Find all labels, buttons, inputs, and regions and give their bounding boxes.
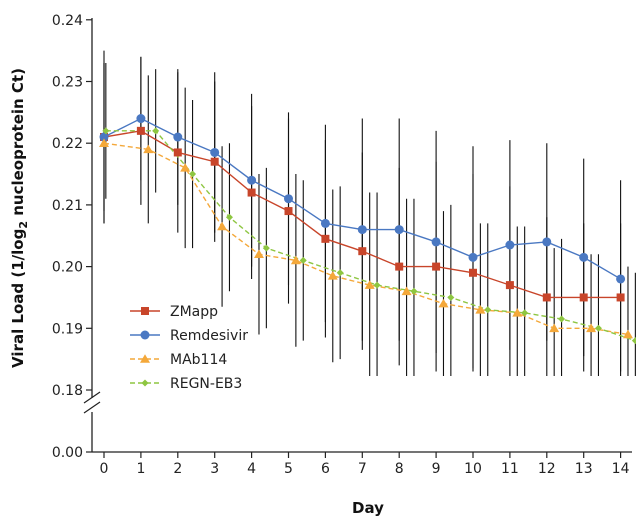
axis-break-mark <box>83 401 101 414</box>
data-point-regn-eb3 <box>410 287 418 295</box>
data-point-zmapp <box>136 126 145 135</box>
data-point-regn-eb3 <box>299 256 307 264</box>
x-tick-label: 13 <box>575 461 593 477</box>
data-point-remdesivir <box>394 225 404 235</box>
data-point-remdesivir <box>247 175 257 185</box>
data-point-remdesivir <box>320 218 330 228</box>
legend-label-zmapp: ZMapp <box>170 304 218 320</box>
y-tick-label: 0.19 <box>52 321 83 337</box>
x-axis-title: Day <box>352 499 384 517</box>
data-point-mab114 <box>327 271 338 280</box>
data-point-regn-eb3 <box>189 170 197 178</box>
data-point-mab114 <box>475 304 486 314</box>
data-point-zmapp <box>616 293 625 302</box>
x-tick-label: 4 <box>247 461 256 477</box>
legend-marker-regn-eb3 <box>141 379 149 387</box>
data-point-remdesivir <box>99 132 109 142</box>
legend-label-mab114: MAb114 <box>170 352 227 368</box>
x-tick-label: 10 <box>464 461 482 477</box>
data-point-regn-eb3 <box>447 293 455 301</box>
legend-marker-mab114 <box>140 354 150 363</box>
data-point-regn-eb3 <box>152 127 160 135</box>
x-tick-label: 11 <box>501 461 519 477</box>
data-point-zmapp <box>579 293 588 302</box>
data-point-remdesivir <box>505 240 515 250</box>
y-tick-label: 0.00 <box>52 445 83 461</box>
data-point-regn-eb3 <box>102 127 110 135</box>
x-tick-label: 3 <box>210 461 219 477</box>
axes: 0.000.180.190.200.210.220.230.240 1 2 3 4 5 6 7… <box>52 13 632 477</box>
data-point-remdesivir <box>173 132 183 142</box>
data-point-mab114 <box>143 144 154 154</box>
x-tick-label: 5 <box>284 461 293 477</box>
data-point-regn-eb3 <box>336 269 344 277</box>
legend-marker-remdesivir <box>140 330 150 340</box>
data-point-zmapp <box>505 281 514 290</box>
x-tick-label: 12 <box>538 461 556 477</box>
data-point-zmapp <box>173 148 182 157</box>
data-point-regn-eb3 <box>631 337 636 345</box>
data-point-remdesivir <box>431 237 441 247</box>
x-tick-label: 6 <box>321 461 330 477</box>
y-tick-label: 0.21 <box>52 198 83 214</box>
x-tick-label: 9 <box>432 461 441 477</box>
data-point-regn-eb3 <box>521 309 529 317</box>
data-point-zmapp <box>210 157 219 166</box>
data-point-remdesivir <box>579 252 589 262</box>
data-point-mab114 <box>512 308 523 317</box>
y-tick-label: 0.22 <box>52 136 83 152</box>
data-point-remdesivir <box>616 274 626 284</box>
data-point-mab114 <box>364 280 375 289</box>
data-point-remdesivir <box>210 147 220 157</box>
data-point-zmapp <box>284 207 293 216</box>
legend-label-regn-eb3: REGN-EB3 <box>170 376 242 392</box>
data-point-zmapp <box>432 262 441 271</box>
data-point-regn-eb3 <box>594 324 602 332</box>
data-point-regn-eb3 <box>484 306 492 314</box>
data-point-regn-eb3 <box>373 281 381 289</box>
x-tick-label: 7 <box>358 461 367 477</box>
data-point-remdesivir <box>284 194 293 204</box>
data-point-zmapp <box>542 293 551 302</box>
y-tick-label: 0.18 <box>52 383 83 399</box>
data-point-regn-eb3 <box>262 244 270 252</box>
x-tick-label: 0 <box>100 461 109 477</box>
data-point-mab114 <box>401 286 412 296</box>
y-tick-label: 0.23 <box>52 75 83 91</box>
data-point-mab114 <box>622 329 633 339</box>
x-tick-label: 8 <box>395 461 404 477</box>
data-point-remdesivir <box>542 237 552 247</box>
data-point-zmapp <box>395 262 404 271</box>
data-point-remdesivir <box>136 114 146 124</box>
x-tick-label: 14 <box>612 461 630 477</box>
legend-label-remdesivir: Remdesivir <box>170 328 248 344</box>
y-axis-title: Viral Load (1/log2 nucleoprotein Ct) <box>9 68 30 368</box>
data-point-regn-eb3 <box>225 213 233 221</box>
y-tick-label: 0.20 <box>52 260 83 276</box>
x-tick-label: 1 <box>136 461 145 477</box>
data-point-mab114 <box>549 323 560 333</box>
data-point-remdesivir <box>468 252 478 262</box>
data-point-mab114 <box>438 298 449 308</box>
data-point-mab114 <box>99 138 109 147</box>
data-point-zmapp <box>358 247 367 256</box>
data-point-mab114 <box>290 255 301 265</box>
x-tick-label: 2 <box>173 461 182 477</box>
axis-break-mark <box>83 391 101 404</box>
data-point-zmapp <box>247 188 256 197</box>
data-point-mab114 <box>217 221 228 231</box>
series-markers <box>99 114 636 345</box>
data-point-zmapp <box>469 268 477 277</box>
legend: ZMapp Remdesivir MAb114 REGN-EB3 <box>130 304 248 392</box>
data-point-mab114 <box>586 323 597 333</box>
data-point-mab114 <box>253 249 264 259</box>
legend-marker-zmapp <box>141 307 149 315</box>
data-point-zmapp <box>321 234 330 243</box>
data-point-remdesivir <box>357 225 367 235</box>
y-tick-label: 0.24 <box>52 13 83 29</box>
data-point-regn-eb3 <box>558 315 566 323</box>
data-point-mab114 <box>180 163 191 172</box>
